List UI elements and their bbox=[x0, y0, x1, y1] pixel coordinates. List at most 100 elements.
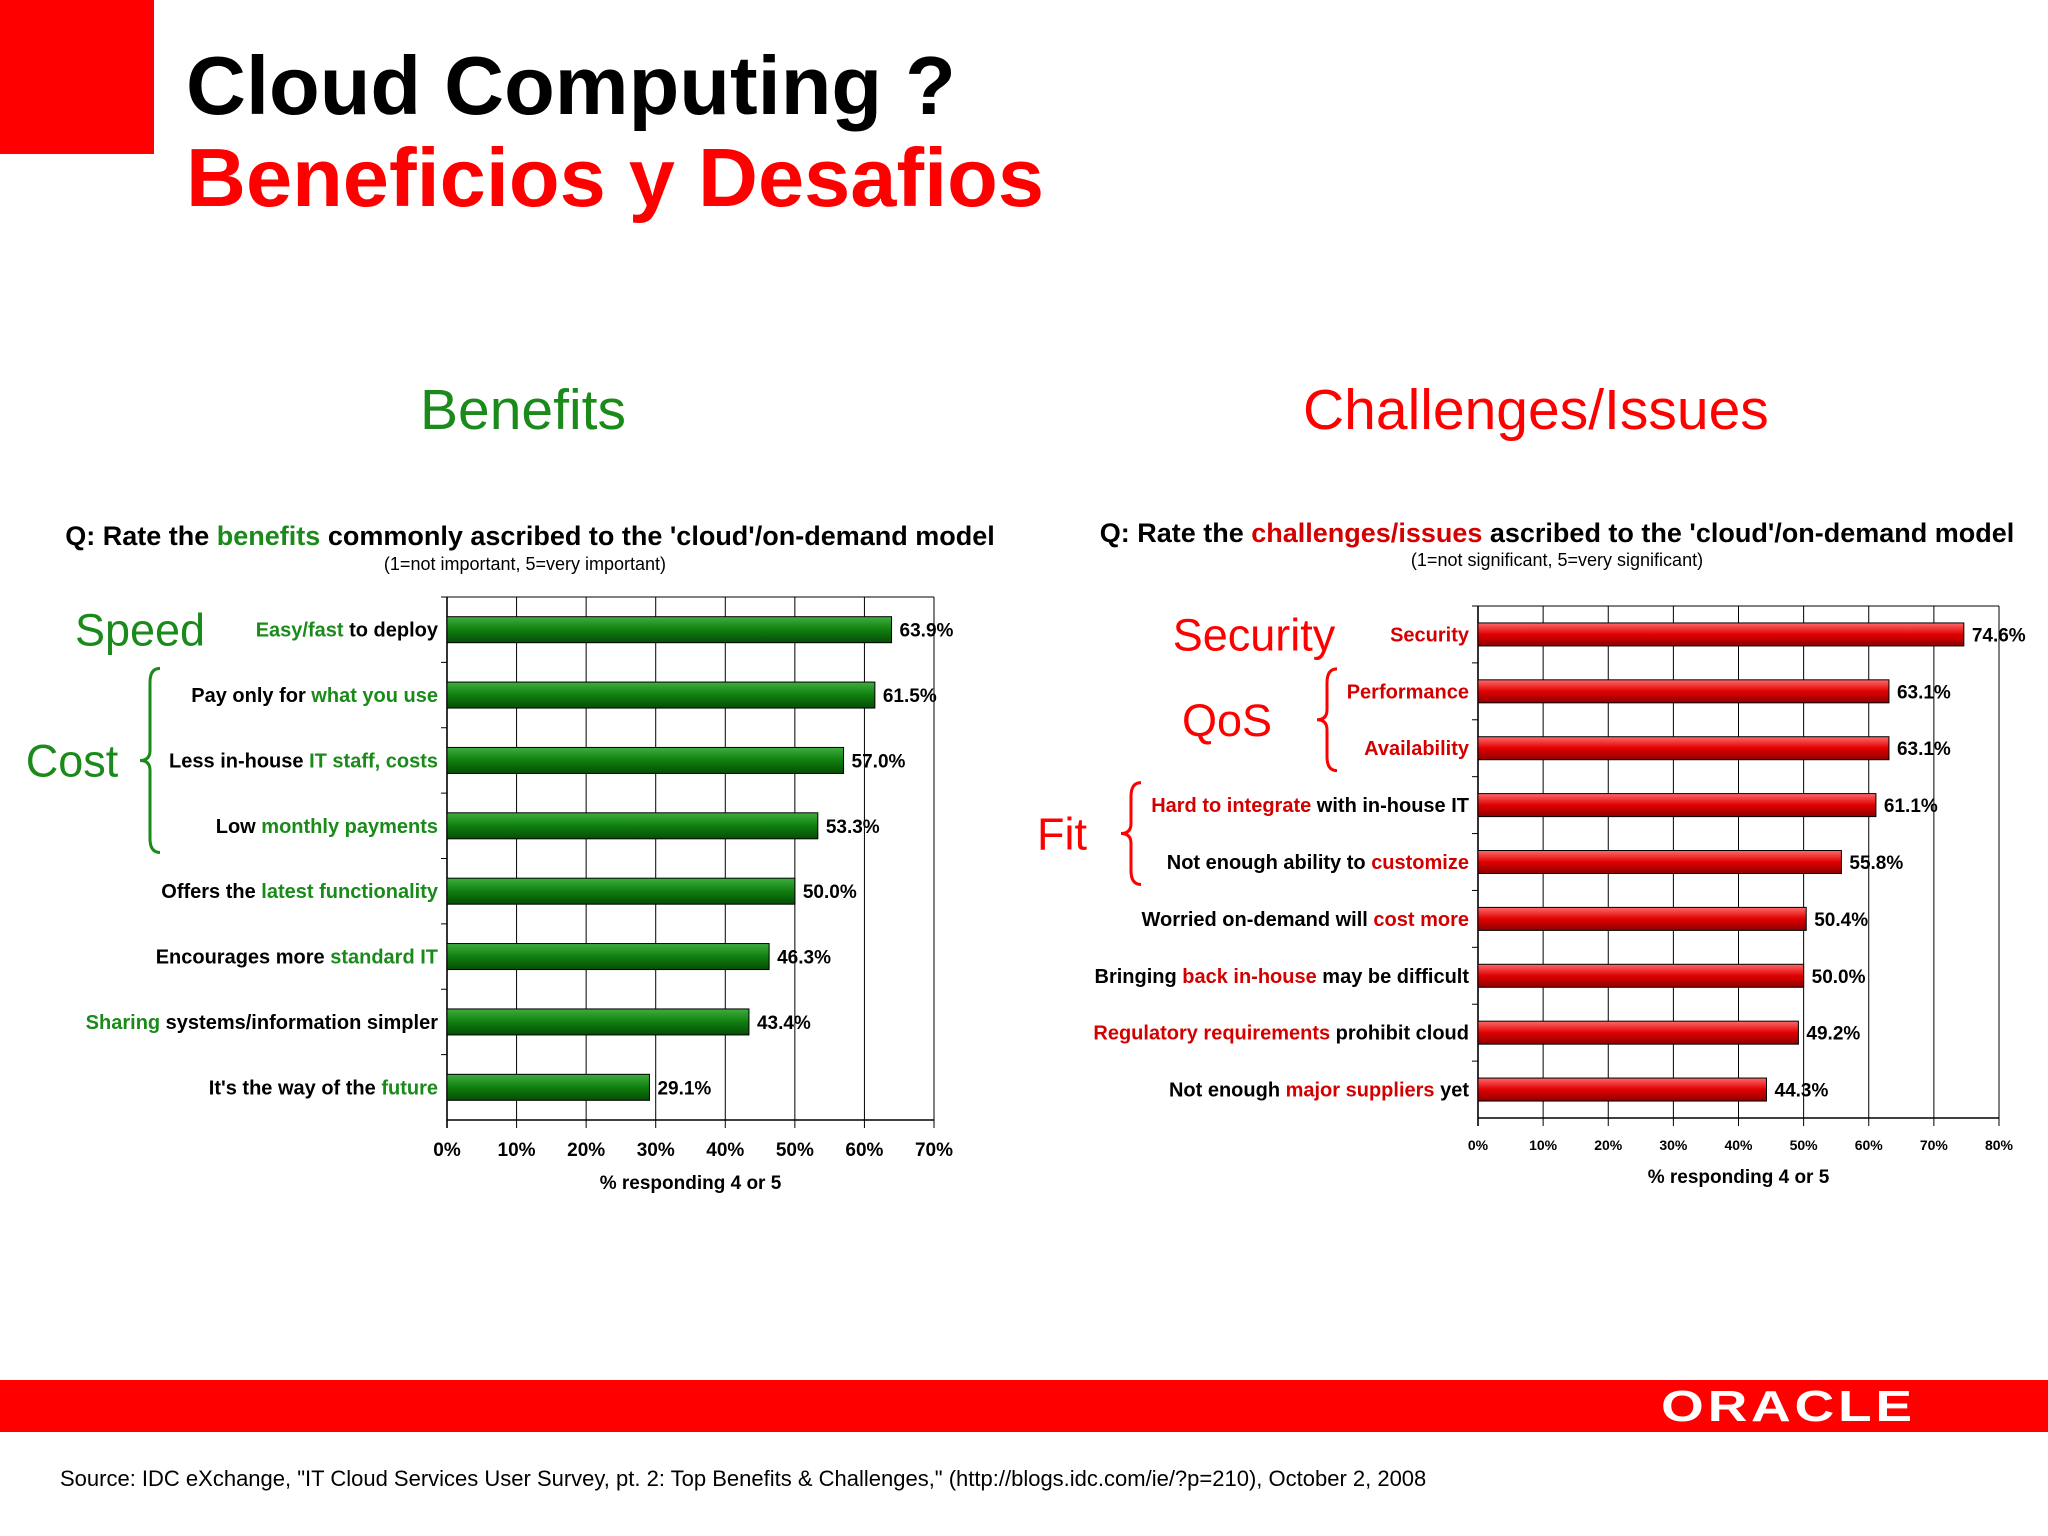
benefits-category-label: Offers the latest functionality bbox=[161, 881, 439, 903]
challenges-category-label: Availability bbox=[1364, 738, 1470, 760]
challenges-category-label: Regulatory requirements prohibit cloud bbox=[1093, 1023, 1469, 1045]
benefits-tick-label: 40% bbox=[706, 1140, 744, 1161]
benefits-tick-label: 20% bbox=[567, 1140, 605, 1161]
challenges-category-label-part: prohibit cloud bbox=[1330, 1023, 1469, 1045]
challenges-question-part: Q: Rate the bbox=[1100, 518, 1252, 548]
oracle-logo: ORACLE bbox=[1661, 1382, 1916, 1431]
benefits-question-part: Q: Rate the bbox=[65, 521, 217, 551]
benefits-bar bbox=[446, 681, 876, 709]
benefits-tick-label: 70% bbox=[915, 1140, 953, 1161]
benefits-x-axis-label: % responding 4 or 5 bbox=[600, 1173, 782, 1194]
challenges-scale-note: (1=not significant, 5=very significant) bbox=[1411, 550, 1703, 570]
benefits-category-label-part: Low bbox=[216, 816, 262, 838]
charts-canvas: Q: Rate the benefits commonly ascribed t… bbox=[26, 518, 2026, 1194]
benefits-bar bbox=[446, 1008, 750, 1036]
slide-subtitle: Beneficios y Desafios bbox=[186, 131, 1045, 224]
benefits-category-label-part: IT staff, costs bbox=[309, 750, 438, 772]
benefits-value-label: 57.0% bbox=[852, 751, 906, 772]
benefits-group-label: Speed bbox=[75, 605, 205, 656]
challenges-bar bbox=[1477, 850, 1842, 874]
benefits-chart: Q: Rate the benefits commonly ascribed t… bbox=[26, 521, 995, 1194]
challenges-category-label-part: Security bbox=[1390, 624, 1470, 646]
benefits-tick-label: 50% bbox=[776, 1140, 814, 1161]
benefits-question-part: commonly ascribed to the 'cloud'/on-dema… bbox=[320, 521, 994, 551]
benefits-category-label-part: Encourages more bbox=[156, 947, 331, 969]
challenges-bar bbox=[1477, 963, 1805, 988]
benefits-bar bbox=[446, 877, 796, 905]
challenges-value-label: 74.6% bbox=[1972, 625, 2026, 646]
challenges-tick-label: 0% bbox=[1468, 1137, 1489, 1153]
challenges-bar bbox=[1477, 736, 1890, 761]
challenges-category-label-part: Worried on-demand will bbox=[1142, 909, 1374, 931]
benefits-category-label-part: systems/information simpler bbox=[160, 1012, 438, 1034]
challenges-group-brace bbox=[1120, 781, 1142, 886]
challenges-category-label: Performance bbox=[1347, 681, 1469, 703]
challenges-category-label-part: may be difficult bbox=[1317, 966, 1470, 988]
challenges-value-label: 63.1% bbox=[1897, 739, 1951, 760]
challenges-tick-label: 70% bbox=[1920, 1137, 1949, 1153]
challenges-category-label-part: Hard to integrate bbox=[1151, 795, 1311, 817]
challenges-category-label-part: with in-house IT bbox=[1311, 795, 1469, 817]
challenges-tick-label: 40% bbox=[1724, 1137, 1753, 1153]
challenges-category-label-part: back in-house bbox=[1182, 966, 1316, 988]
challenges-bar bbox=[1477, 1020, 1799, 1045]
challenges-chart: Q: Rate the challenges/issues ascribed t… bbox=[1037, 518, 2026, 1188]
challenges-group-label: Fit bbox=[1037, 809, 1087, 860]
benefits-tick-label: 60% bbox=[845, 1140, 883, 1161]
challenges-category-label-part: Not enough ability to bbox=[1167, 852, 1371, 874]
benefits-bar bbox=[446, 1073, 650, 1101]
benefits-group-label: Cost bbox=[26, 735, 119, 786]
challenges-bar bbox=[1477, 906, 1807, 931]
benefits-value-label: 53.3% bbox=[826, 817, 880, 838]
benefits-category-label: Sharing systems/information simpler bbox=[86, 1012, 439, 1034]
corner-accent-block bbox=[0, 0, 154, 154]
benefits-question-part: benefits bbox=[217, 521, 321, 551]
challenges-category-label-part: customize bbox=[1371, 852, 1469, 874]
challenges-question-part: ascribed to the 'cloud'/on-demand model bbox=[1482, 518, 2014, 548]
challenges-x-axis-label: % responding 4 or 5 bbox=[1648, 1167, 1830, 1188]
challenges-value-label: 55.8% bbox=[1849, 853, 1903, 874]
challenges-category-label-part: Availability bbox=[1364, 738, 1470, 760]
challenges-category-label-part: yet bbox=[1435, 1080, 1470, 1102]
benefits-value-label: 63.9% bbox=[900, 621, 954, 642]
challenges-group-label: QoS bbox=[1182, 695, 1272, 746]
benefits-bar bbox=[446, 943, 770, 971]
footer-bar bbox=[0, 1380, 2048, 1432]
benefits-category-label-part: what you use bbox=[310, 685, 438, 707]
challenges-group-label: Security bbox=[1173, 609, 1336, 660]
benefits-heading: Benefits bbox=[420, 378, 626, 442]
benefits-scale-note: (1=not important, 5=very important) bbox=[384, 554, 666, 574]
benefits-category-label-part: standard IT bbox=[330, 947, 438, 969]
benefits-category-label-part: Sharing bbox=[86, 1012, 160, 1034]
challenges-value-label: 44.3% bbox=[1775, 1081, 1829, 1102]
benefits-bar bbox=[446, 746, 845, 774]
benefits-value-label: 29.1% bbox=[657, 1078, 711, 1099]
challenges-tick-label: 20% bbox=[1594, 1137, 1623, 1153]
challenges-tick-label: 30% bbox=[1659, 1137, 1688, 1153]
challenges-category-label: Worried on-demand will cost more bbox=[1142, 909, 1469, 931]
benefits-category-label-part: to deploy bbox=[344, 620, 439, 642]
benefits-category-label-part: Offers the bbox=[161, 881, 261, 903]
benefits-value-label: 46.3% bbox=[777, 948, 831, 969]
challenges-bar bbox=[1477, 622, 1965, 647]
benefits-group-brace bbox=[139, 666, 161, 854]
benefits-category-label: Encourages more standard IT bbox=[156, 947, 438, 969]
slide-title: Cloud Computing ? bbox=[186, 39, 956, 132]
challenges-category-label: Hard to integrate with in-house IT bbox=[1151, 795, 1469, 817]
challenges-category-label: Security bbox=[1390, 624, 1470, 646]
challenges-category-label-part: Regulatory requirements bbox=[1093, 1023, 1330, 1045]
challenges-tick-label: 50% bbox=[1790, 1137, 1819, 1153]
challenges-bar bbox=[1477, 679, 1890, 704]
challenges-category-label: Not enough ability to customize bbox=[1167, 852, 1469, 874]
challenges-bar bbox=[1477, 793, 1877, 818]
benefits-category-label-part: Easy/fast bbox=[256, 620, 344, 642]
benefits-category-label-part: Less in-house bbox=[169, 750, 309, 772]
challenges-tick-label: 80% bbox=[1985, 1137, 2014, 1153]
challenges-tick-label: 10% bbox=[1529, 1137, 1558, 1153]
challenges-category-label-part: Not enough bbox=[1169, 1080, 1286, 1102]
benefits-category-label-part: latest functionality bbox=[261, 881, 439, 903]
benefits-value-label: 50.0% bbox=[803, 882, 857, 903]
challenges-category-label: Bringing back in-house may be difficult bbox=[1095, 966, 1470, 988]
challenges-question-part: challenges/issues bbox=[1251, 518, 1482, 548]
benefits-bar bbox=[446, 812, 819, 840]
